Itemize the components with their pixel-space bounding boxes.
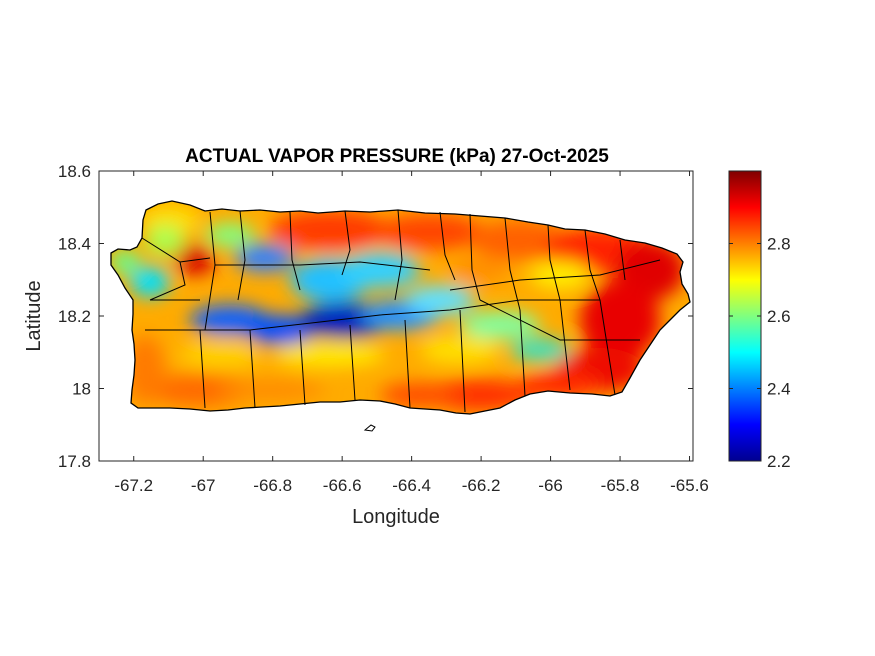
caja-de-muertos-island bbox=[363, 424, 376, 432]
y-tick-label: 18.6 bbox=[58, 162, 91, 181]
field-blob bbox=[340, 252, 420, 288]
y-tick-label: 18.2 bbox=[58, 307, 91, 326]
municipality-border bbox=[215, 261, 431, 271]
field-blob bbox=[420, 336, 500, 364]
x-axis-label: Longitude bbox=[352, 506, 440, 528]
field-blob bbox=[205, 223, 255, 247]
municipality-border bbox=[504, 217, 521, 311]
x-tick-label: -66.4 bbox=[392, 476, 431, 495]
x-tick-label: -66.2 bbox=[462, 476, 501, 495]
field-blob bbox=[215, 380, 325, 400]
field-blob bbox=[450, 256, 510, 284]
municipality-borders bbox=[141, 209, 661, 413]
x-tick-label: -66 bbox=[538, 476, 563, 495]
municipality-border bbox=[199, 329, 206, 409]
field-blob bbox=[380, 383, 460, 407]
colorbar bbox=[728, 170, 762, 462]
colorbar-tick-label: 2.4 bbox=[767, 380, 791, 399]
field-blob bbox=[275, 343, 385, 367]
municipality-border bbox=[459, 309, 466, 413]
municipality-border bbox=[289, 211, 301, 291]
municipality-border bbox=[341, 210, 351, 276]
colorbar-tick-label: 2.2 bbox=[767, 452, 791, 471]
municipality-border bbox=[394, 209, 403, 301]
municipality-border bbox=[349, 324, 356, 401]
island-outline bbox=[110, 200, 691, 415]
municipality-border bbox=[404, 319, 411, 409]
x-tick-label: -66.6 bbox=[323, 476, 362, 495]
municipality-border bbox=[469, 213, 481, 301]
municipality-border bbox=[439, 211, 456, 281]
field-blob bbox=[180, 341, 260, 369]
municipality-border bbox=[584, 229, 601, 301]
field-blob bbox=[530, 261, 590, 289]
colorbar-tick-label: 2.8 bbox=[767, 235, 791, 254]
municipality-border bbox=[559, 299, 571, 391]
municipality-border bbox=[547, 224, 561, 301]
municipality-border bbox=[299, 329, 306, 406]
field-blob bbox=[111, 250, 140, 274]
municipality-border bbox=[599, 299, 616, 396]
chart-title: ACTUAL VAPOR PRESSURE (kPa) 27-Oct-2025 bbox=[185, 146, 609, 167]
municipality-border bbox=[479, 299, 640, 341]
colorbar-tick-label: 2.6 bbox=[767, 307, 791, 326]
field-blob bbox=[130, 267, 170, 297]
field-blob bbox=[245, 315, 315, 345]
municipality-border bbox=[149, 261, 186, 301]
field-blob bbox=[510, 338, 570, 362]
field-blob bbox=[145, 374, 255, 406]
x-tick-label: -65.6 bbox=[670, 476, 709, 495]
x-tick-label: -67.2 bbox=[114, 476, 153, 495]
y-tick-label: 18 bbox=[72, 380, 91, 399]
field-blob bbox=[145, 225, 185, 255]
x-tick-label: -67 bbox=[191, 476, 216, 495]
field-blob bbox=[460, 311, 540, 339]
municipality-border bbox=[449, 259, 661, 291]
field-blob bbox=[270, 210, 390, 250]
y-tick-label: 18.4 bbox=[58, 235, 91, 254]
municipality-border bbox=[249, 329, 256, 409]
x-tick-label: -65.8 bbox=[601, 476, 640, 495]
municipality-border bbox=[619, 239, 626, 281]
y-tick-label: 17.8 bbox=[58, 452, 91, 471]
field-blob bbox=[425, 379, 535, 411]
municipality-border bbox=[237, 210, 246, 301]
y-axis: 17.8 18 18.2 18.4 18.6 bbox=[58, 162, 693, 471]
field-blob bbox=[405, 285, 475, 315]
field-blob bbox=[375, 214, 485, 250]
y-axis-label: Latitude bbox=[23, 280, 45, 351]
municipality-border bbox=[519, 309, 526, 397]
x-axis: -67.2 -67 -66.8 -66.6 -66.4 -66.2 -66 -65.8 -65.… bbox=[114, 171, 709, 495]
x-tick-label: -66.8 bbox=[253, 476, 292, 495]
colorbar-ticks: 2.2 2.4 2.6 2.8 bbox=[729, 235, 791, 471]
